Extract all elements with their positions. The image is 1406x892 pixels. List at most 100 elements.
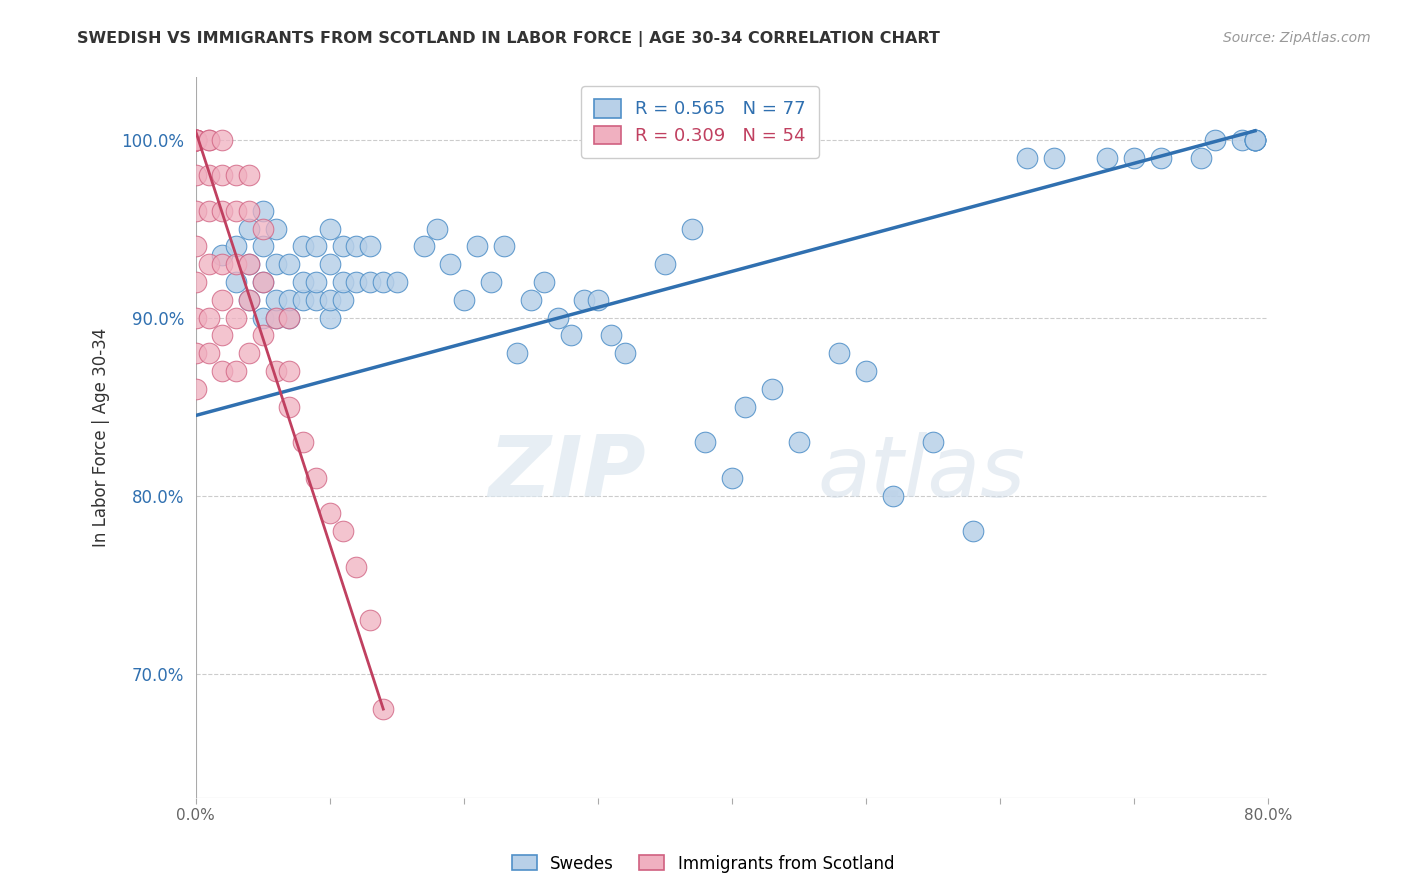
- Point: [291, 435, 314, 450]
- Point: [198, 133, 221, 147]
- Text: SWEDISH VS IMMIGRANTS FROM SCOTLAND IN LABOR FORCE | AGE 30-34 CORRELATION CHART: SWEDISH VS IMMIGRANTS FROM SCOTLAND IN L…: [77, 31, 941, 47]
- Point: [318, 293, 340, 307]
- Point: [238, 257, 260, 271]
- Point: [184, 133, 207, 147]
- Point: [332, 239, 354, 253]
- Point: [252, 310, 274, 325]
- Point: [613, 346, 636, 360]
- Point: [1244, 133, 1267, 147]
- Point: [238, 169, 260, 183]
- Point: [211, 203, 233, 218]
- Point: [586, 293, 609, 307]
- Point: [439, 257, 461, 271]
- Point: [198, 203, 221, 218]
- Point: [225, 310, 247, 325]
- Point: [787, 435, 810, 450]
- Point: [278, 257, 301, 271]
- Point: [278, 310, 301, 325]
- Point: [426, 221, 449, 235]
- Point: [184, 133, 207, 147]
- Point: [278, 364, 301, 378]
- Point: [547, 310, 569, 325]
- Point: [373, 275, 395, 289]
- Point: [332, 275, 354, 289]
- Point: [318, 310, 340, 325]
- Point: [385, 275, 408, 289]
- Point: [359, 613, 381, 627]
- Point: [734, 400, 756, 414]
- Point: [211, 328, 233, 343]
- Point: [560, 328, 582, 343]
- Point: [1123, 151, 1146, 165]
- Text: ZIP: ZIP: [488, 433, 647, 516]
- Point: [346, 559, 368, 574]
- Point: [198, 257, 221, 271]
- Point: [1230, 133, 1253, 147]
- Point: [1244, 133, 1267, 147]
- Point: [211, 293, 233, 307]
- Point: [305, 293, 328, 307]
- Point: [359, 275, 381, 289]
- Point: [346, 239, 368, 253]
- Point: [225, 169, 247, 183]
- Point: [1244, 133, 1267, 147]
- Point: [225, 275, 247, 289]
- Point: [252, 275, 274, 289]
- Point: [184, 133, 207, 147]
- Point: [252, 239, 274, 253]
- Point: [291, 239, 314, 253]
- Point: [695, 435, 717, 450]
- Point: [574, 293, 596, 307]
- Point: [318, 257, 340, 271]
- Point: [198, 169, 221, 183]
- Point: [1244, 133, 1267, 147]
- Point: [962, 524, 984, 538]
- Point: [198, 310, 221, 325]
- Point: [264, 310, 287, 325]
- Point: [520, 293, 543, 307]
- Point: [184, 203, 207, 218]
- Point: [305, 239, 328, 253]
- Point: [225, 239, 247, 253]
- Text: atlas: atlas: [818, 433, 1026, 516]
- Point: [373, 702, 395, 716]
- Point: [318, 507, 340, 521]
- Point: [184, 346, 207, 360]
- Point: [184, 169, 207, 183]
- Point: [211, 248, 233, 262]
- Point: [184, 133, 207, 147]
- Point: [882, 489, 904, 503]
- Point: [238, 346, 260, 360]
- Point: [359, 239, 381, 253]
- Point: [1204, 133, 1226, 147]
- Point: [238, 293, 260, 307]
- Point: [211, 364, 233, 378]
- Point: [465, 239, 488, 253]
- Point: [278, 400, 301, 414]
- Point: [211, 169, 233, 183]
- Point: [332, 293, 354, 307]
- Point: [318, 221, 340, 235]
- Point: [492, 239, 515, 253]
- Point: [855, 364, 877, 378]
- Point: [654, 257, 676, 271]
- Point: [828, 346, 851, 360]
- Point: [264, 257, 287, 271]
- Point: [533, 275, 555, 289]
- Point: [453, 293, 475, 307]
- Point: [922, 435, 945, 450]
- Point: [291, 293, 314, 307]
- Point: [600, 328, 623, 343]
- Point: [238, 221, 260, 235]
- Point: [225, 203, 247, 218]
- Point: [184, 133, 207, 147]
- Point: [1043, 151, 1066, 165]
- Point: [721, 471, 744, 485]
- Point: [332, 524, 354, 538]
- Point: [211, 133, 233, 147]
- Point: [278, 310, 301, 325]
- Point: [252, 203, 274, 218]
- Point: [1244, 133, 1267, 147]
- Point: [412, 239, 434, 253]
- Point: [184, 310, 207, 325]
